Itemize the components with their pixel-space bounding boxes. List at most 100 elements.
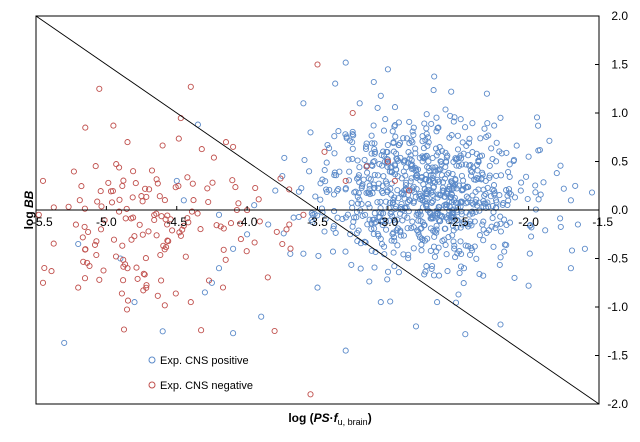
point-cns-positive <box>430 272 438 279</box>
point-cns-positive <box>485 203 492 210</box>
point-cns-negative <box>177 232 184 239</box>
point-cns-positive <box>462 184 470 191</box>
legend-marker-positive <box>148 356 156 364</box>
point-cns-positive <box>439 184 446 191</box>
point-cns-positive <box>382 198 389 205</box>
point-cns-positive <box>469 199 476 206</box>
point-cns-negative <box>120 263 127 270</box>
point-cns-positive <box>366 278 373 285</box>
point-cns-positive <box>466 135 473 142</box>
y-tick-label: 0.0 <box>611 203 628 217</box>
point-cns-positive <box>346 137 353 144</box>
point-cns-positive <box>469 210 476 217</box>
point-cns-positive <box>334 187 341 194</box>
point-cns-positive <box>433 226 440 233</box>
point-cns-negative <box>222 139 230 146</box>
point-cns-negative <box>156 193 163 200</box>
point-cns-positive <box>380 173 387 180</box>
point-cns-positive <box>472 208 479 216</box>
point-cns-negative <box>273 228 280 235</box>
point-cns-negative <box>123 205 130 212</box>
point-cns-positive <box>409 218 416 225</box>
point-cns-positive <box>533 114 541 121</box>
point-cns-positive <box>416 190 424 198</box>
point-cns-positive <box>395 269 402 276</box>
point-cns-positive <box>476 232 483 239</box>
point-cns-positive <box>370 158 377 166</box>
point-cns-negative <box>163 244 170 251</box>
point-cns-positive <box>348 199 355 206</box>
point-cns-positive <box>450 118 457 125</box>
point-cns-positive <box>435 203 442 210</box>
point-cns-negative <box>175 135 182 142</box>
point-cns-positive <box>371 264 378 271</box>
x-tick-label: -4.0 <box>237 215 258 229</box>
point-cns-positive <box>428 120 435 127</box>
point-cns-positive <box>324 141 331 149</box>
point-cns-positive <box>506 219 514 226</box>
point-cns-positive <box>422 153 429 160</box>
point-cns-positive <box>366 216 373 223</box>
point-cns-negative <box>194 210 201 217</box>
point-cns-negative <box>182 253 189 260</box>
point-cns-negative <box>81 205 88 212</box>
point-cns-positive <box>390 216 398 223</box>
point-cns-positive <box>505 197 512 204</box>
point-cns-negative <box>321 148 328 155</box>
point-cns-positive <box>456 162 463 169</box>
point-cns-negative <box>307 391 314 398</box>
point-cns-positive <box>180 197 187 204</box>
point-cns-positive <box>452 181 459 188</box>
point-cns-negative <box>79 234 86 241</box>
point-cns-positive <box>356 164 363 171</box>
point-cns-positive <box>400 191 407 198</box>
point-cns-positive <box>557 223 564 230</box>
point-cns-positive <box>349 145 356 152</box>
point-cns-positive <box>354 157 361 164</box>
point-cns-positive <box>382 217 389 225</box>
point-cns-positive <box>363 140 370 147</box>
point-cns-positive <box>342 214 349 221</box>
point-cns-positive <box>401 212 408 219</box>
point-cns-positive <box>493 172 500 179</box>
point-cns-positive <box>364 169 371 176</box>
point-cns-positive <box>446 134 453 141</box>
point-cns-positive <box>441 225 448 232</box>
point-cns-negative <box>98 203 105 210</box>
point-cns-positive <box>503 187 510 194</box>
point-cns-negative <box>342 177 349 184</box>
point-cns-negative <box>96 85 103 92</box>
point-cns-positive <box>473 255 480 262</box>
point-cns-negative <box>70 168 77 175</box>
point-cns-negative <box>210 154 217 161</box>
point-cns-positive <box>308 210 315 217</box>
point-cns-positive <box>370 184 378 191</box>
point-cns-positive <box>365 201 372 208</box>
y-tick-label: 1.0 <box>611 106 628 120</box>
point-cns-positive <box>472 199 479 206</box>
point-cns-negative <box>96 276 103 283</box>
point-cns-negative <box>105 179 112 186</box>
point-cns-positive <box>410 199 417 206</box>
point-cns-positive <box>451 242 458 249</box>
point-cns-negative <box>232 184 239 191</box>
point-cns-positive <box>430 243 438 250</box>
point-cns-negative <box>205 198 212 206</box>
point-cns-positive <box>354 200 362 207</box>
point-cns-positive <box>321 228 328 235</box>
point-cns-negative <box>116 196 123 203</box>
point-cns-negative <box>237 236 244 243</box>
point-cns-positive <box>527 222 534 229</box>
point-cns-positive <box>159 328 166 335</box>
point-cns-positive <box>430 183 437 190</box>
point-cns-positive <box>503 149 510 156</box>
point-cns-positive <box>437 166 444 173</box>
point-cns-positive <box>400 251 407 258</box>
point-cns-positive <box>581 245 588 252</box>
point-cns-positive <box>375 185 382 192</box>
point-cns-negative <box>187 83 194 90</box>
point-cns-negative <box>184 174 191 181</box>
point-cns-positive <box>457 116 464 123</box>
point-cns-positive <box>415 231 422 238</box>
y-axis-ticks: -2.0 -1.5 -1.0 -0.5 0.0 0.5 1.0 1.5 2.0 <box>595 9 628 411</box>
